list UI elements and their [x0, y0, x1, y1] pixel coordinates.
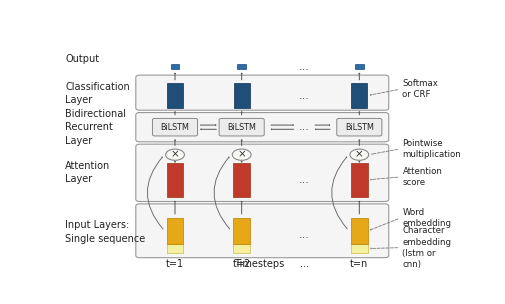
Bar: [170, 64, 179, 69]
FancyBboxPatch shape: [336, 119, 381, 136]
Text: Output: Output: [65, 54, 99, 64]
FancyBboxPatch shape: [135, 144, 388, 202]
Text: Timesteps: Timesteps: [234, 259, 284, 269]
Text: Character
embedding
(lstm or
cnn): Character embedding (lstm or cnn): [401, 226, 450, 269]
Circle shape: [349, 149, 368, 160]
Bar: [233, 244, 249, 253]
Text: t=2: t=2: [232, 259, 250, 269]
FancyBboxPatch shape: [135, 112, 388, 142]
Bar: [167, 244, 183, 253]
Bar: [350, 163, 367, 197]
Text: Pointwise
multiplication: Pointwise multiplication: [401, 139, 460, 159]
Text: ...: ...: [299, 259, 309, 269]
Text: ×: ×: [237, 150, 245, 160]
Circle shape: [232, 149, 250, 160]
FancyBboxPatch shape: [219, 119, 264, 136]
Text: ...: ...: [298, 122, 309, 132]
Bar: [167, 163, 183, 197]
Text: ...: ...: [298, 91, 309, 101]
Bar: [351, 83, 367, 108]
Text: Attention
Layer: Attention Layer: [65, 161, 110, 184]
Text: t=1: t=1: [166, 259, 184, 269]
Bar: [350, 244, 367, 253]
Text: Bidirectional
Recurrent
Layer: Bidirectional Recurrent Layer: [65, 109, 126, 146]
Bar: [167, 218, 183, 244]
Text: ...: ...: [298, 62, 309, 72]
Text: ...: ...: [298, 230, 309, 240]
Circle shape: [165, 149, 184, 160]
Text: Word
embedding: Word embedding: [401, 208, 450, 228]
Text: Input Layers:
Single sequence: Input Layers: Single sequence: [65, 220, 145, 244]
Text: BiLSTM: BiLSTM: [160, 123, 189, 132]
Text: Attention
score: Attention score: [401, 167, 441, 187]
Bar: [233, 83, 249, 108]
Text: BiLSTM: BiLSTM: [227, 123, 256, 132]
Bar: [350, 218, 367, 244]
FancyBboxPatch shape: [135, 204, 388, 258]
FancyBboxPatch shape: [135, 75, 388, 110]
Text: BiLSTM: BiLSTM: [344, 123, 373, 132]
Bar: [233, 218, 249, 244]
Text: Softmax
or CRF: Softmax or CRF: [401, 79, 437, 99]
FancyBboxPatch shape: [152, 119, 197, 136]
Bar: [167, 83, 182, 108]
Text: ×: ×: [354, 150, 363, 160]
Text: t=n: t=n: [349, 259, 368, 269]
Bar: [237, 64, 245, 69]
Text: Classification
Layer: Classification Layer: [65, 81, 130, 105]
Text: ×: ×: [170, 150, 179, 160]
Text: ...: ...: [298, 175, 309, 185]
Bar: [233, 163, 249, 197]
Bar: [355, 64, 363, 69]
